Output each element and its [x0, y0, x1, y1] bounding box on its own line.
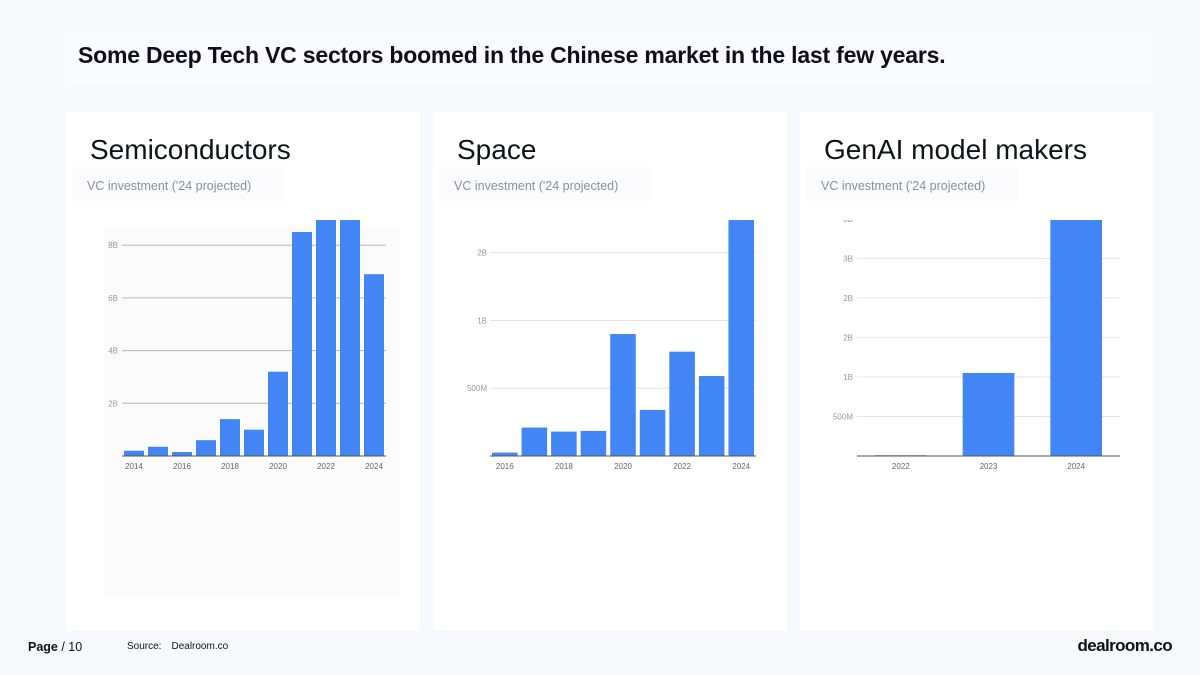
- x-tick-label: 2022: [673, 462, 691, 471]
- chart-area: 2B4B6B8B10B$12B201420162018202020222024: [66, 124, 420, 615]
- y-tick-label: 8B: [108, 241, 118, 250]
- bar-2022: [316, 208, 336, 456]
- bar-2023: [962, 373, 1015, 456]
- x-tick-label: 2018: [221, 462, 239, 471]
- bar-2021: [639, 409, 666, 456]
- headline: Some Deep Tech VC sectors boomed in the …: [78, 42, 946, 68]
- bar-2015: [148, 446, 168, 456]
- x-tick-label: 2022: [892, 462, 910, 471]
- chart-title: Space: [457, 134, 537, 165]
- bar-2023: [340, 124, 360, 456]
- bar-2018: [220, 419, 240, 456]
- page-indicator: Page / 10: [28, 640, 82, 654]
- chart-title: Semiconductors: [90, 134, 291, 165]
- source-note: Source: Dealroom.co: [127, 641, 228, 652]
- bar-2019: [580, 430, 607, 456]
- y-tick-label: 2B: [843, 333, 853, 342]
- bar-2024: [728, 124, 754, 456]
- bar-2016: [492, 452, 518, 456]
- headline-banner: Some Deep Tech VC sectors boomed in the …: [66, 28, 1152, 86]
- bar-2017: [521, 427, 548, 456]
- x-tick-label: 2024: [365, 462, 383, 471]
- y-tick-label: 2B: [108, 399, 118, 408]
- page-count: / 10: [57, 640, 83, 654]
- bar-2020: [268, 371, 288, 456]
- chart-subtitle: VC investment ('24 projected): [439, 167, 651, 201]
- chart-card-semiconductors: Semiconductors VC investment ('24 projec…: [66, 112, 420, 631]
- bar-2022: [669, 351, 695, 456]
- x-tick-label: 2020: [269, 462, 287, 471]
- bar-2016: [172, 452, 192, 456]
- y-tick-label: 1B: [477, 316, 487, 325]
- bar-2017: [196, 440, 216, 456]
- x-tick-label: 2016: [173, 462, 191, 471]
- chart-area: 500M1B2B2B3B3B4B$4B202220232024: [800, 124, 1153, 615]
- x-tick-label: 2020: [614, 462, 632, 471]
- bar-2020: [610, 334, 636, 456]
- x-tick-label: 2014: [125, 462, 143, 471]
- y-tick-label: 500M: [467, 384, 487, 393]
- chart-title: GenAI model makers: [824, 134, 1087, 165]
- bar-2023: [698, 376, 725, 456]
- chart-subtitle: VC investment ('24 projected): [806, 167, 1018, 201]
- y-tick-label: 4B: [108, 347, 118, 356]
- bar-2019: [244, 429, 264, 456]
- y-tick-label: 2B: [477, 249, 487, 258]
- bar-chart-genai: 500M1B2B2B3B3B4B$4B202220232024: [833, 124, 1120, 471]
- brand-logo: dealroom.co: [1077, 636, 1173, 655]
- chart-card-space: Space VC investment ('24 projected) 500M…: [433, 112, 787, 631]
- source-value: Dealroom.co: [171, 641, 229, 652]
- x-tick-label: 2023: [980, 462, 998, 471]
- x-tick-label: 2024: [1067, 462, 1085, 471]
- bar-2014: [124, 450, 144, 456]
- chart-card-genai: GenAI model makers VC investment ('24 pr…: [800, 112, 1153, 631]
- source-label: Source:: [127, 641, 162, 652]
- bar-chart-semiconductors: 2B4B6B8B10B$12B201420162018202020222024: [99, 124, 400, 598]
- chart-subtitle: VC investment ('24 projected): [72, 167, 284, 201]
- x-tick-label: 2024: [732, 462, 750, 471]
- page-label: Page: [28, 640, 58, 654]
- y-tick-label: 6B: [108, 294, 118, 303]
- bar-2024: [364, 274, 384, 456]
- bar-2024: [1050, 124, 1102, 456]
- bar-2021: [292, 232, 312, 456]
- y-tick-label: 2B: [843, 294, 853, 303]
- y-tick-label: 500M: [833, 412, 853, 421]
- y-tick-label: 3B: [843, 254, 853, 263]
- bar-2018: [551, 431, 577, 456]
- x-tick-label: 2016: [496, 462, 514, 471]
- y-tick-label: 3B: [843, 220, 853, 224]
- y-tick-label: 1B: [843, 373, 853, 382]
- x-tick-label: 2022: [317, 462, 335, 471]
- x-tick-label: 2018: [555, 462, 573, 471]
